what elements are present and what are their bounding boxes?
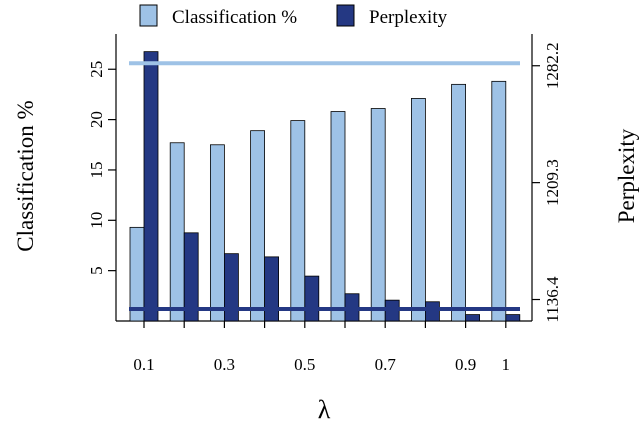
- x-axis-title: λ: [318, 395, 331, 424]
- left-axis-tick-label: 15: [87, 161, 106, 178]
- bar-classification: [290, 120, 306, 322]
- bar-perplexity: [223, 253, 239, 322]
- bar-perplexity: [143, 51, 159, 322]
- x-axis-tick-label: 0.7: [375, 355, 397, 374]
- left-axis-tick-label: 5: [87, 266, 106, 275]
- x-axis-tick-label: 0.1: [133, 355, 154, 374]
- x-axis-tick-label: 0.5: [294, 355, 315, 374]
- bar-perplexity: [264, 256, 280, 322]
- bar-classification: [491, 80, 507, 322]
- right-axis-tick-label: 1209.3: [543, 159, 562, 206]
- x-axis-tick-label: 0.9: [455, 355, 476, 374]
- bar-perplexity: [304, 275, 320, 322]
- bar-classification: [410, 98, 426, 322]
- legend-swatch-classification: [139, 4, 158, 27]
- x-axis: 0.1 0.3 0.5 0.7 0.9 1: [133, 321, 510, 374]
- left-axis-tick-label: 20: [87, 111, 106, 128]
- bar-classification: [129, 226, 145, 322]
- bar-classification: [451, 83, 467, 322]
- right-axis-title: Perplexity: [614, 128, 639, 223]
- left-axis-tick-label: 10: [87, 212, 106, 229]
- reference-lines-layer: [129, 61, 520, 311]
- right-axis-tick-label: 1282.2: [543, 42, 562, 89]
- legend-swatch-perplexity: [336, 4, 355, 27]
- bar-classification: [330, 111, 346, 322]
- bar-classification: [169, 142, 185, 322]
- legend-label-classification: Classification %: [172, 7, 297, 28]
- legend: Classification % Perplexity: [139, 4, 448, 28]
- bar-perplexity: [183, 232, 199, 322]
- bar-perplexity: [424, 301, 440, 322]
- bar-perplexity: [505, 314, 521, 322]
- bar-classification: [370, 108, 386, 322]
- left-axis: 5 10 15 20 25: [87, 61, 116, 275]
- bars-layer: [129, 51, 521, 322]
- x-axis-tick-label: 1: [502, 355, 511, 374]
- x-axis-tick-label: 0.3: [214, 355, 235, 374]
- bar-classification: [250, 130, 266, 322]
- right-axis-tick-label: 1136.4: [543, 276, 562, 323]
- legend-label-perplexity: Perplexity: [369, 7, 448, 28]
- right-axis: 1136.4 1209.3 1282.2: [532, 42, 562, 323]
- bar-classification: [209, 144, 225, 322]
- bar-perplexity: [465, 314, 481, 322]
- left-axis-tick-label: 25: [87, 61, 106, 78]
- left-axis-title: Classification %: [13, 100, 38, 251]
